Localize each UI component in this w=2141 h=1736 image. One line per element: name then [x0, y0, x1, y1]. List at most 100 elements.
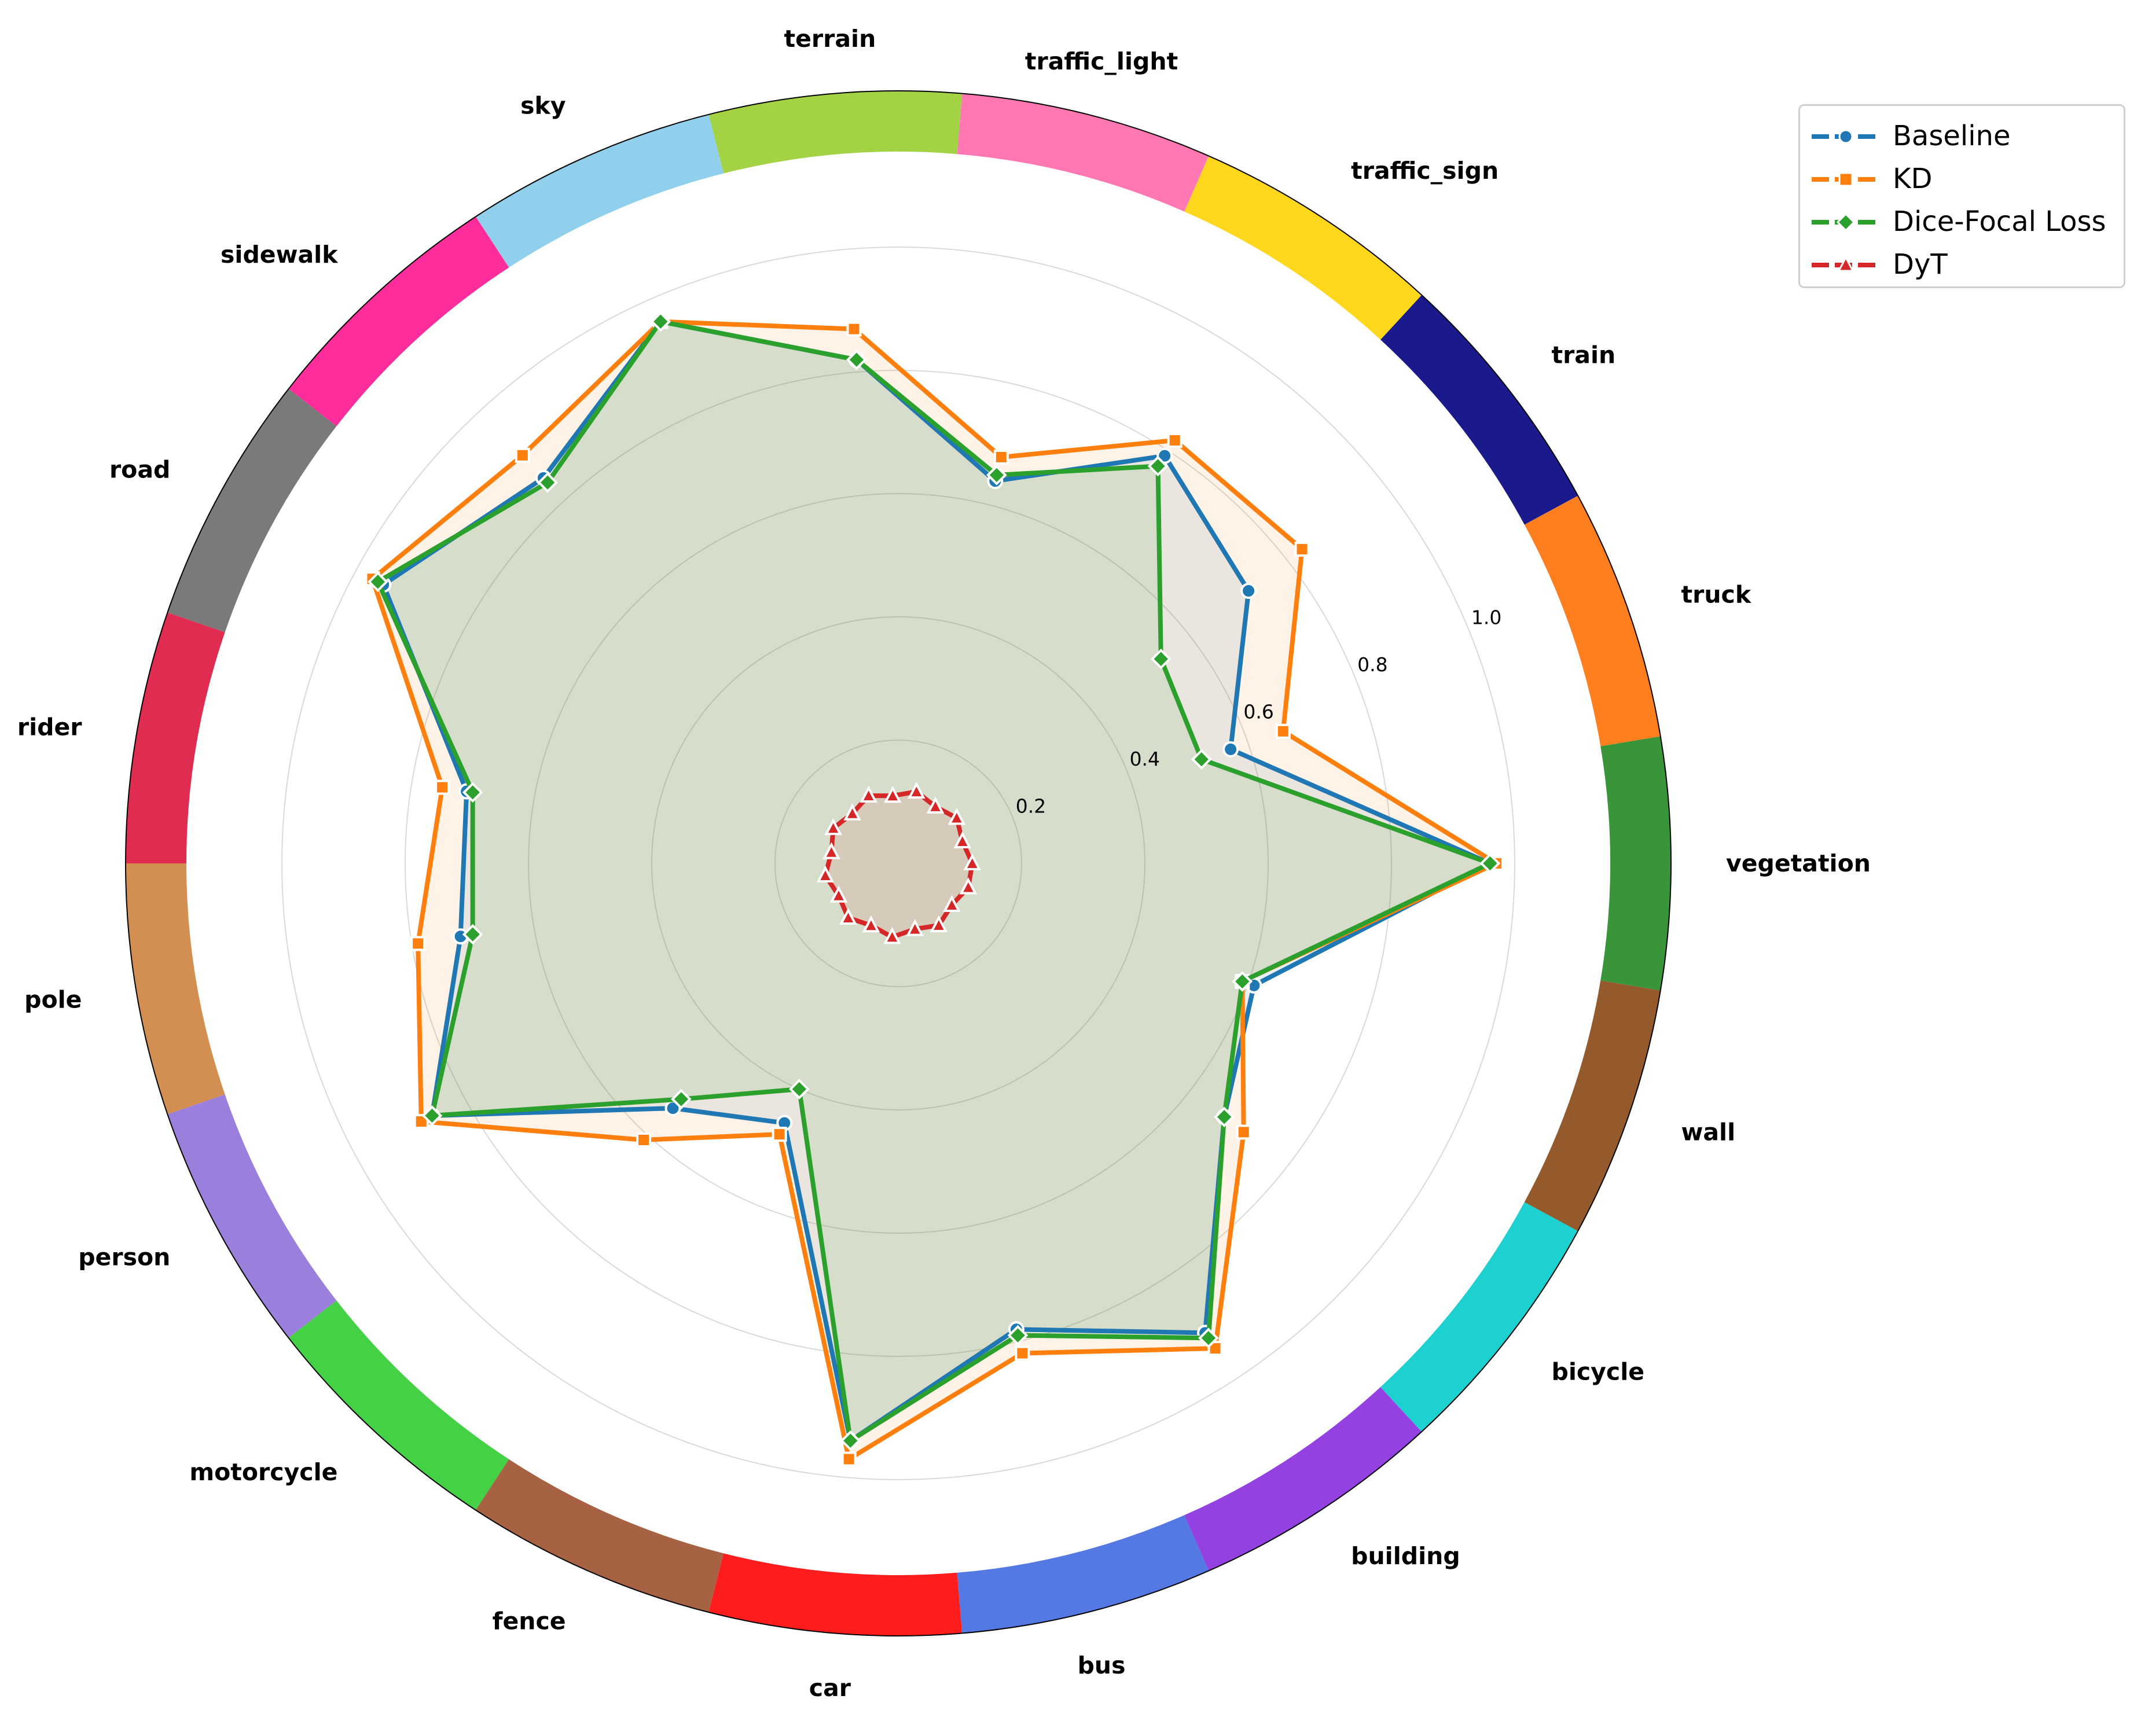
marker-dyt-truck [953, 831, 972, 848]
marker-baseline-truck [1222, 741, 1239, 757]
marker-dyt-pole [816, 865, 835, 883]
legend-swatch-dyt [1812, 255, 1880, 272]
marker-dice-focal-loss-road [367, 571, 388, 593]
marker-kd-pole [410, 936, 426, 951]
legend-item-dice-focal-loss: Dice-Focal Loss [1800, 204, 2124, 239]
marker-dyt-traffic-light [908, 781, 926, 799]
marker-dice-focal-loss-bicycle [1214, 1106, 1235, 1128]
marker-dice-focal-loss-vegetation [1479, 853, 1501, 874]
ring-segment-rider [126, 612, 225, 863]
marker-kd-terrain [846, 321, 862, 337]
r-tick-label-0-8: 0.8 [1357, 653, 1387, 676]
category-label-person: person [78, 1244, 170, 1271]
marker-dice-focal-loss-pole [462, 924, 483, 945]
marker-kd-building [1207, 1341, 1223, 1356]
ring-segment-motorcycle [288, 1300, 509, 1510]
category-label-building: building [1351, 1542, 1460, 1570]
category-label-fence: fence [493, 1608, 566, 1635]
legend-item-kd: KD [1800, 161, 2124, 196]
marker-kd-bicycle [1236, 1124, 1251, 1140]
series-area-dyt [825, 792, 972, 937]
marker-dyt-road [824, 818, 842, 836]
ring-segment-fence [475, 1459, 724, 1613]
category-label-sky: sky [520, 91, 565, 119]
ring-segment-vegetation [1600, 736, 1671, 991]
r-tick-label-0-6: 0.6 [1243, 700, 1273, 723]
ring-segment-pole [126, 863, 225, 1115]
marker-kd-traffic-sign [1167, 432, 1182, 448]
marker-dyt-motorcycle [839, 907, 857, 925]
legend-swatch-baseline [1812, 129, 1880, 144]
legend: Baseline KD Dice-Focal Loss DyT [1798, 104, 2125, 288]
grid-circle-0-4 [651, 616, 1145, 1110]
ring-segment-terrain [708, 91, 963, 174]
category-label-train: train [1551, 341, 1615, 369]
ring-segment-truck [1524, 495, 1661, 746]
marker-dyt-sidewalk [843, 803, 861, 821]
marker-kd-sidewalk [515, 447, 530, 463]
marker-kd-train [1294, 542, 1310, 557]
legend-item-baseline: Baseline [1800, 119, 2124, 153]
marker-kd-bus [1015, 1345, 1030, 1361]
legend-label-baseline: Baseline [1893, 120, 2011, 152]
series-area-dice-focal-loss [377, 321, 1490, 1441]
category-color-ring [125, 90, 1672, 1636]
marker-dice-focal-loss-fence [789, 1079, 810, 1099]
marker-kd-traffic-light [993, 449, 1009, 465]
marker-dice-focal-loss-rider [462, 782, 483, 803]
marker-dyt-bicycle [943, 895, 961, 912]
marker-dice-focal-loss-wall [1232, 971, 1253, 992]
series-area-kd [372, 321, 1497, 1459]
marker-baseline-train [1240, 583, 1257, 599]
legend-label-kd: KD [1893, 163, 1933, 195]
legend-label-dyt: DyT [1893, 248, 1948, 281]
marker-dyt-traffic-sign [926, 796, 945, 814]
grid-circle-0-6 [528, 493, 1269, 1234]
marker-dice-focal-loss-sky [650, 311, 671, 332]
marker-kd-motorcycle [636, 1132, 652, 1147]
ring-segment-sky [475, 114, 724, 268]
marker-dice-focal-loss-truck [1191, 749, 1212, 770]
ring-segment-road [167, 389, 337, 632]
marker-dyt-fence [862, 915, 880, 933]
marker-dyt-rider [822, 842, 840, 859]
marker-dice-focal-loss-terrain [846, 349, 867, 370]
r-tick-label-1-0: 1.0 [1471, 606, 1501, 628]
marker-dyt-terrain [884, 785, 902, 803]
ring-segment-building [1184, 1386, 1422, 1571]
marker-dice-focal-loss-car [840, 1430, 861, 1451]
marker-kd-car [841, 1451, 857, 1467]
grid-circle-0-2 [774, 740, 1022, 987]
category-label-motorcycle: motorcycle [189, 1458, 337, 1486]
category-label-truck: truck [1681, 581, 1752, 609]
legend-item-dyt: DyT [1800, 247, 2124, 282]
category-label-car: car [809, 1674, 851, 1702]
marker-dice-focal-loss-sidewalk [537, 472, 558, 493]
r-tick-label-0-2: 0.2 [1016, 795, 1046, 817]
marker-dice-focal-loss-bus [1007, 1325, 1029, 1346]
radial-tick-labels: 0.2 0.4 0.6 0.8 1.0 [1016, 606, 1502, 817]
marker-dyt-train [948, 808, 966, 825]
ring-segment-bicycle [1380, 1202, 1578, 1432]
marker-dice-focal-loss-building [1198, 1327, 1219, 1349]
category-label-bicycle: bicycle [1551, 1358, 1644, 1385]
series-layer [365, 311, 1504, 1467]
category-label-traffic-sign: traffic_sign [1351, 157, 1499, 185]
ring-segment-traffic-sign [1184, 156, 1422, 340]
marker-dyt-vegetation [963, 853, 982, 870]
marker-dice-focal-loss-person [421, 1105, 443, 1126]
marker-kd-rider [435, 779, 450, 795]
marker-dyt-bus [906, 919, 924, 936]
category-label-vegetation: vegetation [1726, 849, 1871, 877]
category-label-rider: rider [17, 713, 82, 741]
category-label-road: road [109, 455, 170, 483]
grid-circle-1 [281, 247, 1515, 1480]
category-label-pole: pole [24, 985, 82, 1013]
ring-segment-train [1380, 295, 1578, 525]
legend-label-dice-focal-loss: Dice-Focal Loss [1893, 205, 2106, 238]
marker-dice-focal-loss-traffic-light [986, 465, 1007, 486]
ring-segment-wall [1524, 980, 1661, 1231]
series-area-baseline [383, 321, 1490, 1441]
ring-segment-sidewalk [288, 216, 509, 426]
